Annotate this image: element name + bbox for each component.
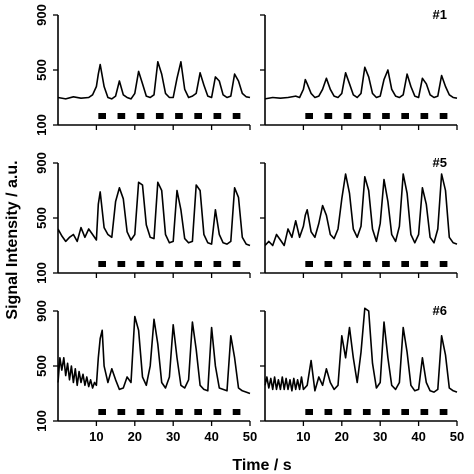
panel-3: 100 500 900 <box>34 152 251 284</box>
stimulus-bar <box>136 261 145 267</box>
signal-trace <box>264 173 458 247</box>
x-tick-label: 50 <box>243 429 257 444</box>
x-axis-title: Time / s <box>232 457 291 474</box>
y-tick-label: 100 <box>34 410 49 432</box>
stimulus-bar <box>175 113 183 119</box>
stimulus-bar <box>382 261 390 267</box>
stimulus-bar <box>117 261 126 267</box>
stimulus-bar <box>343 409 352 415</box>
stimulus-bar <box>439 261 448 267</box>
stimulus-bar <box>194 409 202 415</box>
y-tick-label: 500 <box>34 355 49 377</box>
x-tick-label: 10 <box>89 429 103 444</box>
x-tick-label: 20 <box>128 429 142 444</box>
stimulus-bar <box>232 113 241 119</box>
stimulus-bar <box>305 113 313 119</box>
panels-layer: 100 500 900 #1 100 500 900 #5 100 500 900 10 20 30 40 5… <box>34 4 464 444</box>
x-tick-label: 40 <box>204 429 218 444</box>
panel-1: 100 500 900 <box>34 4 251 136</box>
stimulus-bar <box>213 409 222 415</box>
stimulus-bar <box>305 409 313 415</box>
x-tick-label: 30 <box>373 429 387 444</box>
y-axis-title: Signal Intensity / a.u. <box>4 160 21 319</box>
y-tick-label: 500 <box>34 59 49 81</box>
stimulus-bar <box>343 261 352 267</box>
panel-6: 10 20 30 40 50 #6 <box>260 303 464 444</box>
stimulus-bar <box>362 409 371 415</box>
stimulus-bar <box>155 113 164 119</box>
stimulus-bar <box>343 113 352 119</box>
stimulus-bar <box>98 409 106 415</box>
stimulus-bar <box>98 113 106 119</box>
y-tick-label: 500 <box>34 207 49 229</box>
stimulus-bar <box>324 409 333 415</box>
stimulus-bar <box>401 261 409 267</box>
stimulus-bar <box>155 261 164 267</box>
stimulus-bar <box>382 113 390 119</box>
stimulus-bar <box>232 261 241 267</box>
stimulus-bar <box>98 261 106 267</box>
panel-4: #5 <box>260 155 458 278</box>
stimulus-bar <box>175 261 183 267</box>
stimulus-bar <box>362 261 371 267</box>
stimulus-bar <box>213 261 222 267</box>
stimulus-bar <box>324 113 333 119</box>
stimulus-bar <box>420 261 429 267</box>
panel-5: 100 500 900 10 20 30 40 50 <box>34 300 257 444</box>
stimulus-bar <box>117 409 126 415</box>
signal-trace <box>57 315 251 395</box>
signal-trace <box>264 307 458 393</box>
stimulus-bar <box>232 409 241 415</box>
panel-label: #1 <box>433 7 447 22</box>
x-tick-label: 30 <box>166 429 180 444</box>
signal-trace <box>57 60 251 100</box>
stimulus-bar <box>401 113 409 119</box>
stimulus-bar <box>194 113 202 119</box>
stimulus-bar <box>439 409 448 415</box>
stimulus-bar <box>194 261 202 267</box>
stimulus-bar <box>213 113 222 119</box>
stimulus-bar <box>401 409 409 415</box>
x-tick-label: 10 <box>296 429 310 444</box>
stimulus-bar <box>155 409 164 415</box>
stimulus-bar <box>382 409 390 415</box>
y-tick-label: 100 <box>34 262 49 284</box>
signal-trace <box>264 66 458 100</box>
stimulus-bar <box>305 261 313 267</box>
y-tick-label: 900 <box>34 4 49 26</box>
y-tick-label: 900 <box>34 300 49 322</box>
stimulus-bar <box>420 113 429 119</box>
stimulus-bar <box>136 409 145 415</box>
panel-2: #1 <box>260 7 458 130</box>
y-tick-label: 100 <box>34 114 49 136</box>
panel-label: #5 <box>433 155 447 170</box>
signal-trace <box>57 181 251 247</box>
stimulus-bar <box>117 113 126 119</box>
stimulus-bar <box>362 113 371 119</box>
x-tick-label: 20 <box>335 429 349 444</box>
stimulus-bar <box>175 409 183 415</box>
stimulus-bar <box>420 409 429 415</box>
stimulus-bar <box>136 113 145 119</box>
panel-label: #6 <box>433 303 447 318</box>
x-tick-label: 40 <box>411 429 425 444</box>
y-tick-label: 900 <box>34 152 49 174</box>
stimulus-bar <box>439 113 448 119</box>
stimulus-bar <box>324 261 333 267</box>
x-tick-label: 50 <box>450 429 464 444</box>
